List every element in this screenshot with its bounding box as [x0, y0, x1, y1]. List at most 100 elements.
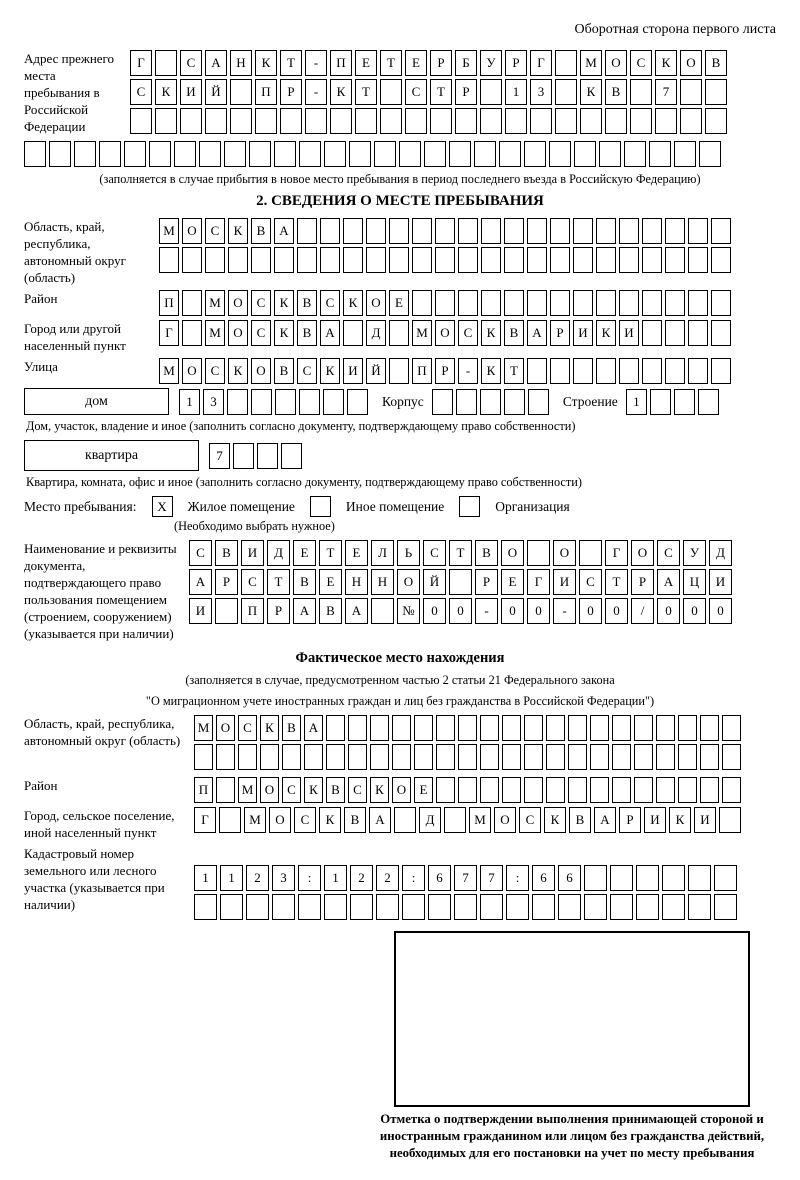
- char-cell[interactable]: А: [527, 320, 547, 346]
- char-cell[interactable]: О: [216, 715, 235, 741]
- char-cell[interactable]: С: [130, 79, 152, 105]
- char-cell[interactable]: [568, 715, 587, 741]
- char-cell[interactable]: 0: [683, 598, 706, 624]
- char-cell[interactable]: [688, 290, 708, 316]
- char-cell[interactable]: 0: [423, 598, 446, 624]
- char-cell[interactable]: [412, 247, 432, 273]
- char-cell[interactable]: [705, 108, 727, 134]
- char-cell[interactable]: [366, 218, 386, 244]
- char-cell[interactable]: В: [297, 320, 317, 346]
- char-cell[interactable]: К: [655, 50, 677, 76]
- char-cell[interactable]: И: [180, 79, 202, 105]
- char-cell[interactable]: В: [569, 807, 591, 833]
- char-cell[interactable]: О: [366, 290, 386, 316]
- char-cell[interactable]: [532, 894, 555, 920]
- char-cell[interactable]: О: [631, 540, 654, 566]
- char-cell[interactable]: [590, 744, 609, 770]
- char-cell[interactable]: [711, 358, 731, 384]
- char-cell[interactable]: [255, 108, 277, 134]
- char-cell[interactable]: [205, 247, 225, 273]
- char-cell[interactable]: Й: [423, 569, 446, 595]
- char-cell[interactable]: 0: [657, 598, 680, 624]
- char-cell[interactable]: [205, 108, 227, 134]
- char-cell[interactable]: [24, 141, 46, 167]
- char-cell[interactable]: [228, 247, 248, 273]
- char-cell[interactable]: [394, 807, 416, 833]
- char-cell[interactable]: О: [228, 290, 248, 316]
- char-cell[interactable]: [711, 290, 731, 316]
- char-cell[interactable]: [573, 290, 593, 316]
- char-cell[interactable]: Н: [371, 569, 394, 595]
- char-cell[interactable]: О: [182, 218, 202, 244]
- char-cell[interactable]: [504, 218, 524, 244]
- char-cell[interactable]: В: [326, 777, 345, 803]
- char-cell[interactable]: [480, 715, 499, 741]
- char-cell[interactable]: [524, 141, 546, 167]
- char-cell[interactable]: [634, 777, 653, 803]
- char-cell[interactable]: [220, 894, 243, 920]
- char-cell[interactable]: Ь: [397, 540, 420, 566]
- char-cell[interactable]: 3: [272, 865, 295, 891]
- char-cell[interactable]: [678, 777, 697, 803]
- char-cell[interactable]: А: [205, 50, 227, 76]
- char-cell[interactable]: [424, 141, 446, 167]
- char-cell[interactable]: Р: [619, 807, 641, 833]
- char-cell[interactable]: [474, 141, 496, 167]
- char-cell[interactable]: [558, 894, 581, 920]
- checkbox-organization[interactable]: [459, 496, 481, 517]
- char-cell[interactable]: [389, 358, 409, 384]
- char-cell[interactable]: 0: [449, 598, 472, 624]
- char-cell[interactable]: [573, 358, 593, 384]
- char-cell[interactable]: [376, 894, 399, 920]
- char-cell[interactable]: 7: [480, 865, 503, 891]
- char-cell[interactable]: [275, 388, 296, 415]
- char-cell[interactable]: [230, 79, 252, 105]
- char-cell[interactable]: К: [304, 777, 323, 803]
- char-cell[interactable]: [662, 865, 685, 891]
- char-cell[interactable]: 0: [605, 598, 628, 624]
- char-cell[interactable]: [323, 388, 344, 415]
- char-cell[interactable]: [584, 865, 607, 891]
- char-cell[interactable]: [389, 247, 409, 273]
- char-cell[interactable]: [194, 894, 217, 920]
- char-cell[interactable]: [479, 388, 501, 415]
- char-cell[interactable]: С: [458, 320, 478, 346]
- char-cell[interactable]: С: [205, 358, 225, 384]
- char-cell[interactable]: [527, 247, 547, 273]
- char-cell[interactable]: [272, 894, 295, 920]
- char-cell[interactable]: [355, 108, 377, 134]
- char-cell[interactable]: [506, 894, 529, 920]
- char-cell[interactable]: [610, 894, 633, 920]
- char-cell[interactable]: 1: [220, 865, 243, 891]
- char-cell[interactable]: [380, 79, 402, 105]
- char-cell[interactable]: [655, 108, 677, 134]
- char-cell[interactable]: 7: [655, 79, 677, 105]
- char-cell[interactable]: [251, 388, 272, 415]
- char-cell[interactable]: Г: [530, 50, 552, 76]
- char-cell[interactable]: [412, 218, 432, 244]
- char-cell[interactable]: [524, 777, 543, 803]
- char-cell[interactable]: А: [594, 807, 616, 833]
- char-cell[interactable]: [630, 108, 652, 134]
- char-cell[interactable]: [499, 141, 521, 167]
- char-cell[interactable]: К: [155, 79, 177, 105]
- char-cell[interactable]: 3: [203, 388, 224, 415]
- char-cell[interactable]: [435, 247, 455, 273]
- char-cell[interactable]: Т: [605, 569, 628, 595]
- char-cell[interactable]: [590, 715, 609, 741]
- char-cell[interactable]: С: [294, 807, 316, 833]
- char-cell[interactable]: У: [480, 50, 502, 76]
- char-cell[interactable]: [656, 715, 675, 741]
- char-cell[interactable]: [182, 290, 202, 316]
- char-cell[interactable]: В: [293, 569, 316, 595]
- char-cell[interactable]: [699, 141, 721, 167]
- char-cell[interactable]: Е: [414, 777, 433, 803]
- char-cell[interactable]: [673, 388, 695, 415]
- char-cell[interactable]: [224, 141, 246, 167]
- char-cell[interactable]: Р: [455, 79, 477, 105]
- char-cell[interactable]: [480, 108, 502, 134]
- char-cell[interactable]: [705, 79, 727, 105]
- char-cell[interactable]: [449, 569, 472, 595]
- char-cell[interactable]: [370, 744, 389, 770]
- char-cell[interactable]: [502, 744, 521, 770]
